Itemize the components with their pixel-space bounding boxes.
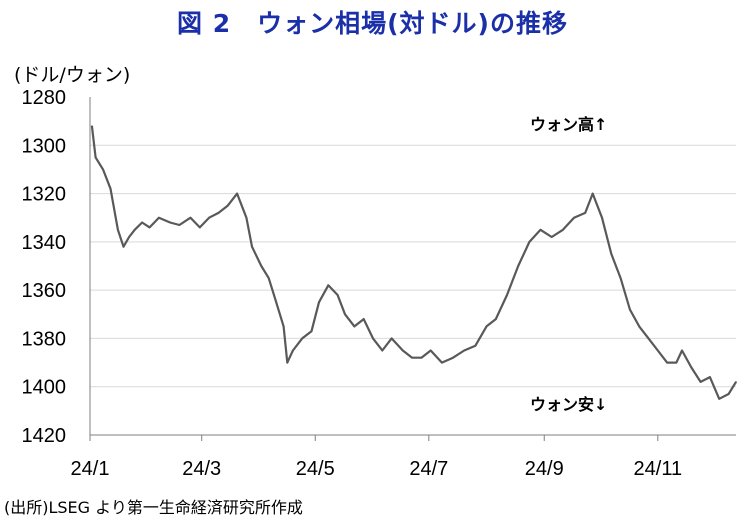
- data-point: [601, 216, 603, 219]
- data-point: [709, 376, 711, 378]
- data-point: [189, 216, 192, 219]
- data-point: [562, 229, 564, 231]
- data-point: [199, 226, 201, 229]
- y-tick-label: 1400: [22, 377, 67, 399]
- data-point: [584, 212, 586, 214]
- data-point: [217, 212, 220, 214]
- gridlines: [90, 144, 736, 436]
- data-point: [141, 221, 143, 224]
- data-point: [208, 216, 210, 219]
- y-tick-label: 1420: [22, 425, 67, 447]
- data-point: [657, 349, 659, 352]
- x-tick-labels: 24/1 24/3 24/5 24/7 24/9 24/11: [71, 458, 683, 480]
- x-tick-label: 24/5: [296, 458, 335, 480]
- source-note: (出所)LSEG より第一生命経済研究所作成: [4, 498, 303, 517]
- data-point: [550, 236, 553, 238]
- data-point: [474, 344, 477, 347]
- data-point: [727, 393, 730, 395]
- data-point: [690, 366, 693, 369]
- series-group: [90, 125, 737, 400]
- data-point: [251, 245, 253, 248]
- data-point: [591, 192, 594, 195]
- data-point: [158, 216, 160, 219]
- data-point: [292, 349, 294, 352]
- x-tick-label: 24/7: [409, 458, 448, 480]
- data-point: [573, 216, 575, 219]
- data-point: [102, 168, 104, 171]
- data-point: [122, 245, 125, 248]
- data-point: [117, 229, 119, 231]
- data-point: [327, 284, 330, 287]
- data-point: [169, 221, 171, 224]
- data-point: [245, 216, 248, 219]
- y-tick-label: 1380: [22, 328, 67, 350]
- data-point: [619, 277, 622, 279]
- y-tick-label: 1320: [22, 184, 67, 206]
- data-point: [362, 318, 365, 320]
- data-point: [485, 325, 488, 328]
- data-point: [260, 265, 263, 267]
- data-point: [675, 361, 678, 364]
- data-point: [735, 381, 737, 383]
- x-tick-label: 24/9: [525, 458, 564, 480]
- data-point: [517, 265, 519, 267]
- data-point: [495, 318, 497, 320]
- data-point: [452, 356, 454, 359]
- data-point: [344, 313, 346, 316]
- y-tick-label: 1360: [22, 280, 67, 302]
- data-point: [506, 294, 508, 296]
- y-tick-labels: 1280 1300 1320 1340 1360 1380 1400 1420: [22, 87, 67, 447]
- data-point: [91, 125, 93, 127]
- data-point: [336, 294, 339, 296]
- y-tick-label: 1300: [22, 135, 67, 157]
- y-tick-label: 1280: [22, 87, 67, 109]
- data-point: [301, 337, 304, 340]
- data-point: [681, 349, 683, 352]
- data-point: [267, 277, 270, 279]
- data-point: [629, 308, 631, 311]
- annotation-won-up: ウォン高↑: [530, 115, 607, 134]
- x-tick-label: 24/1: [71, 458, 110, 480]
- data-point: [718, 398, 720, 400]
- data-point: [420, 356, 423, 359]
- chart-title: 図 2 ウォン相場(対ドル)の推移: [177, 9, 568, 38]
- data-point: [353, 325, 356, 328]
- x-tick-label: 24/3: [182, 458, 221, 480]
- data-point: [638, 325, 640, 328]
- axes: [89, 97, 736, 441]
- data-point: [441, 361, 443, 364]
- data-point: [236, 192, 238, 195]
- data-point: [610, 253, 613, 255]
- data-point: [429, 349, 432, 352]
- x-tick-label: 24/11: [634, 458, 683, 480]
- data-point: [275, 301, 278, 304]
- data-point: [310, 330, 313, 333]
- data-point: [411, 356, 413, 359]
- data-point: [699, 381, 702, 383]
- y-tick-label: 1340: [22, 232, 67, 254]
- data-point: [539, 229, 542, 231]
- data-point: [148, 226, 151, 229]
- data-point: [381, 349, 384, 352]
- y-axis-unit-label: (ドル/ウォン): [14, 64, 131, 86]
- data-point: [402, 349, 404, 352]
- data-point: [390, 337, 393, 340]
- data-point: [647, 337, 650, 340]
- data-point: [282, 325, 285, 328]
- data-point: [227, 204, 229, 207]
- data-point: [666, 361, 668, 364]
- data-point: [128, 236, 130, 238]
- data-point: [528, 241, 531, 243]
- data-point: [178, 224, 181, 226]
- data-point: [286, 361, 289, 364]
- data-point: [463, 349, 466, 352]
- data-point: [318, 301, 320, 304]
- series-line: [90, 125, 737, 400]
- data-point: [109, 187, 112, 190]
- data-point: [94, 156, 97, 159]
- data-point: [133, 229, 136, 231]
- annotation-won-down: ウォン安↓: [530, 395, 607, 414]
- data-point: [372, 337, 374, 340]
